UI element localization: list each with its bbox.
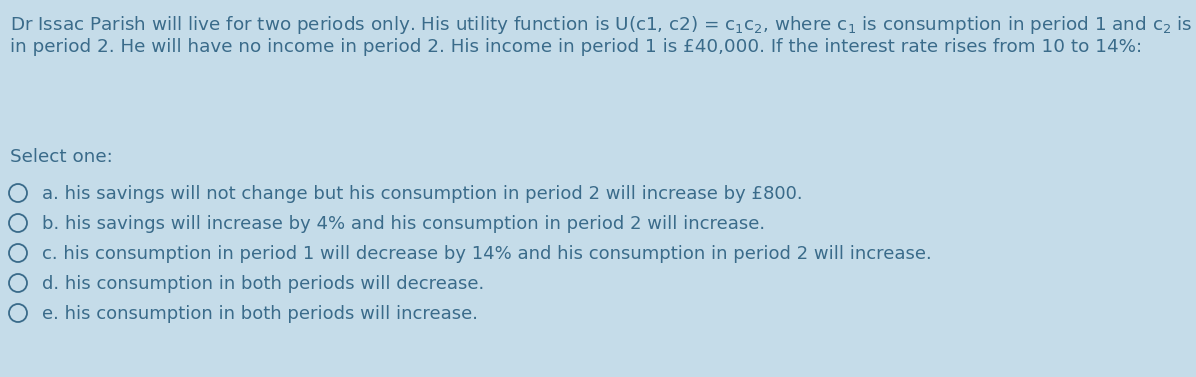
Text: d. his consumption in both periods will decrease.: d. his consumption in both periods will … bbox=[42, 275, 484, 293]
Text: c. his consumption in period 1 will decrease by 14% and his consumption in perio: c. his consumption in period 1 will decr… bbox=[42, 245, 932, 263]
Text: e. his consumption in both periods will increase.: e. his consumption in both periods will … bbox=[42, 305, 478, 323]
Text: a. his savings will not change but his consumption in period 2 will increase by : a. his savings will not change but his c… bbox=[42, 185, 803, 203]
Text: Select one:: Select one: bbox=[10, 148, 112, 166]
Text: Dr Issac Parish will live for two periods only. His utility function is U(c1, c2: Dr Issac Parish will live for two period… bbox=[10, 14, 1196, 36]
Text: in period 2. He will have no income in period 2. His income in period 1 is £40,0: in period 2. He will have no income in p… bbox=[10, 38, 1142, 56]
Text: b. his savings will increase by 4% and his consumption in period 2 will increase: b. his savings will increase by 4% and h… bbox=[42, 215, 765, 233]
